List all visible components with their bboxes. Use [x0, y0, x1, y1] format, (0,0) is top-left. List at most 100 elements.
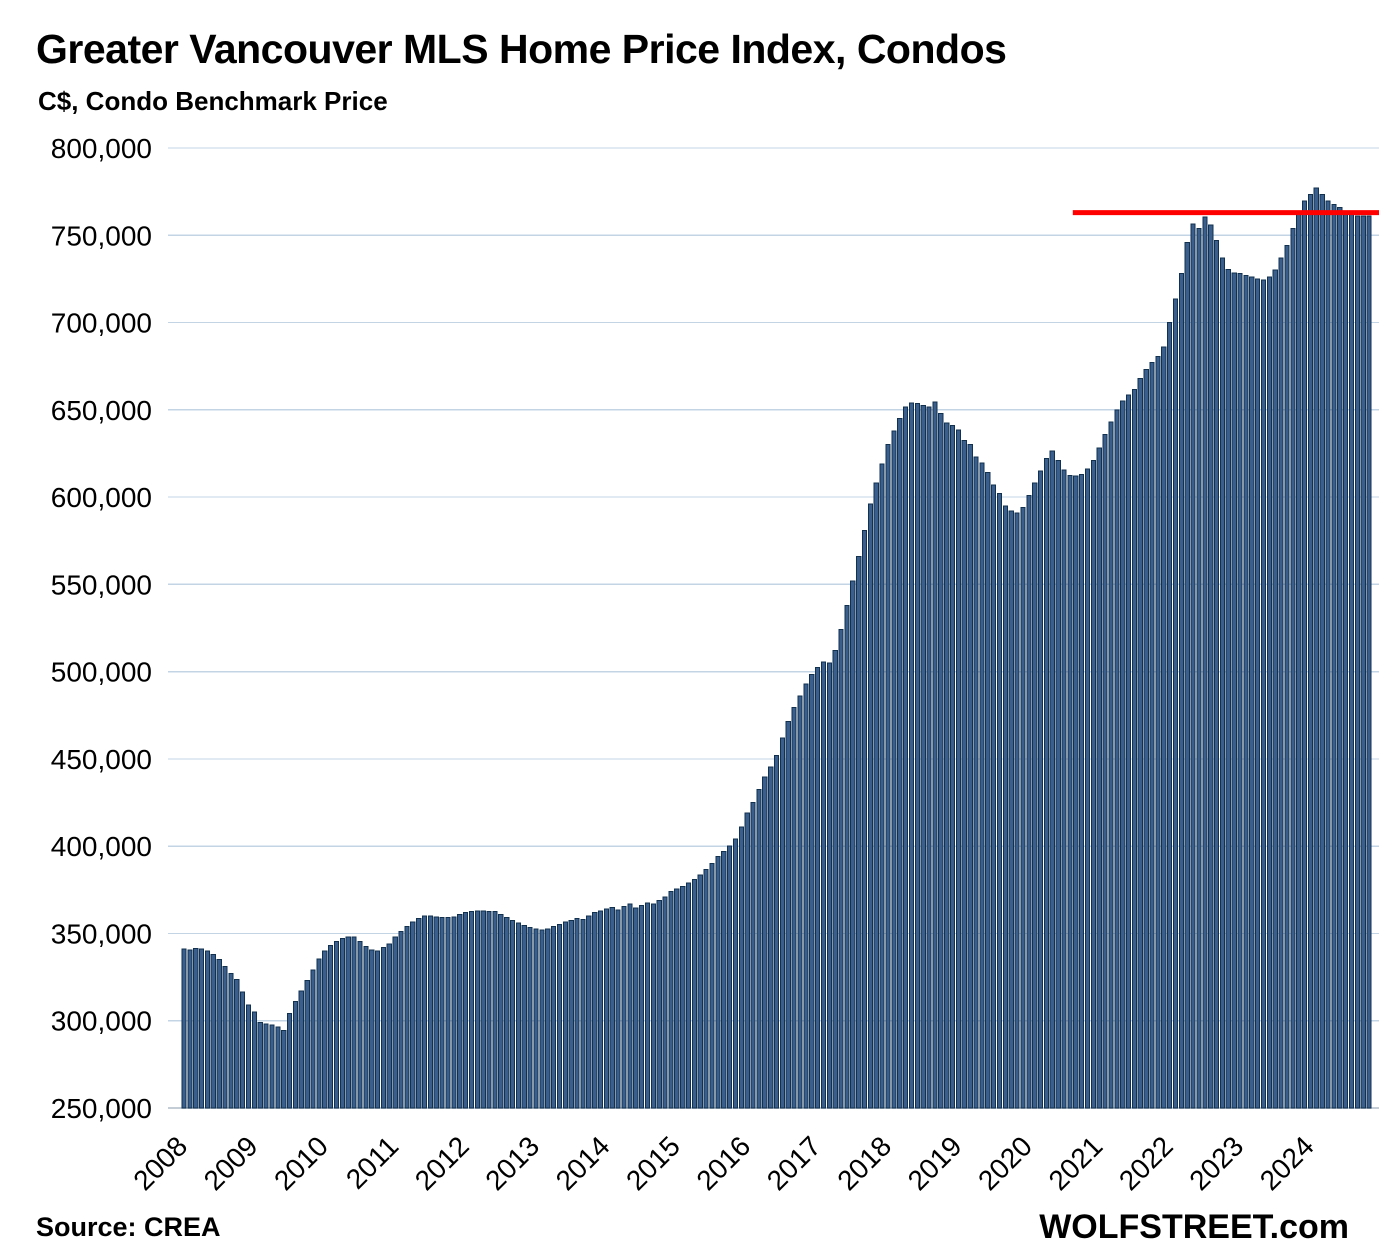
price-bar	[551, 926, 557, 1109]
price-bar	[1354, 215, 1360, 1109]
price-bar	[615, 909, 621, 1109]
price-bar	[820, 661, 827, 1109]
price-bar	[586, 915, 592, 1109]
price-bar	[750, 802, 756, 1109]
price-bar	[709, 863, 715, 1109]
price-bar	[292, 1001, 299, 1109]
price-bar	[1313, 187, 1319, 1109]
price-bar	[621, 905, 627, 1109]
x-axis-year-label: 2012	[409, 1130, 475, 1196]
price-bar	[1184, 241, 1190, 1109]
price-bar	[486, 911, 492, 1109]
price-bar	[856, 555, 862, 1109]
price-bar	[222, 966, 228, 1109]
price-bar	[1008, 510, 1014, 1109]
price-bar	[357, 940, 363, 1109]
price-bar	[199, 948, 205, 1109]
price-bar	[592, 912, 598, 1109]
price-bar	[1337, 206, 1343, 1109]
price-bar	[738, 826, 744, 1109]
price-bar	[1079, 473, 1085, 1109]
price-bar	[1278, 257, 1284, 1109]
price-bar	[386, 943, 392, 1109]
price-bar	[938, 412, 944, 1109]
price-bar	[826, 662, 832, 1109]
price-bar	[287, 1013, 293, 1109]
price-bar	[1255, 278, 1261, 1109]
price-bar	[193, 947, 199, 1109]
price-bar	[1266, 276, 1272, 1109]
price-bar	[791, 706, 797, 1109]
price-bar	[762, 776, 768, 1109]
price-bar	[867, 503, 874, 1109]
price-bar	[251, 1011, 257, 1109]
price-bar	[955, 429, 962, 1109]
price-bar	[1020, 507, 1026, 1109]
price-bar	[944, 422, 950, 1109]
price-bar	[457, 913, 463, 1109]
price-bar	[674, 888, 680, 1109]
price-bar	[768, 766, 774, 1109]
price-bar	[1108, 421, 1114, 1109]
price-bar	[181, 948, 187, 1109]
price-bar	[504, 917, 510, 1109]
price-bar	[245, 1004, 252, 1109]
price-bar	[257, 1022, 263, 1109]
price-bar	[304, 980, 310, 1109]
price-bar	[1272, 269, 1278, 1109]
price-bar	[1190, 223, 1196, 1109]
price-bar	[1260, 279, 1267, 1109]
price-bar	[1014, 512, 1020, 1109]
price-bar	[310, 969, 316, 1109]
price-bar	[727, 845, 733, 1109]
y-axis-tick-label: 700,000	[51, 308, 152, 339]
price-bar	[1231, 272, 1237, 1109]
price-bar	[468, 911, 475, 1109]
price-bar	[920, 405, 926, 1109]
price-bar	[1348, 213, 1355, 1109]
price-bar	[639, 905, 645, 1109]
price-bar	[509, 919, 516, 1109]
price-bar	[779, 737, 786, 1109]
price-bar	[240, 991, 246, 1109]
price-bar	[1102, 433, 1108, 1109]
price-bar	[603, 908, 609, 1109]
price-bar	[656, 899, 662, 1109]
x-axis-year-label: 2022	[1113, 1130, 1179, 1196]
price-bar	[850, 580, 856, 1109]
price-bar	[339, 938, 345, 1109]
price-bar	[1002, 505, 1008, 1109]
price-bar	[1096, 447, 1102, 1109]
x-axis-year-label: 2010	[268, 1130, 334, 1196]
price-bar	[527, 926, 533, 1109]
price-bar	[392, 936, 398, 1109]
price-bar	[609, 906, 615, 1109]
y-axis-tick-label: 350,000	[51, 918, 152, 949]
price-bar	[1120, 400, 1126, 1109]
price-bar	[703, 869, 709, 1109]
price-bar	[914, 403, 920, 1109]
price-bar	[480, 910, 486, 1109]
price-bar	[1331, 204, 1337, 1109]
price-bar	[891, 430, 897, 1109]
price-bar	[410, 921, 416, 1109]
x-axis-year-label: 2021	[1043, 1130, 1109, 1196]
price-bar	[333, 940, 340, 1109]
price-bar	[210, 953, 216, 1109]
price-bar	[1172, 298, 1179, 1109]
price-bar	[187, 949, 193, 1109]
y-axis-tick-label: 800,000	[51, 133, 152, 164]
price-bar	[744, 812, 750, 1109]
price-bar	[885, 444, 891, 1109]
x-axis-year-label: 2019	[902, 1130, 968, 1196]
price-bar	[967, 444, 973, 1109]
price-bar	[433, 916, 439, 1109]
price-bar	[961, 439, 967, 1109]
price-bar	[375, 950, 381, 1109]
price-bar	[949, 425, 956, 1109]
y-axis-tick-label: 400,000	[51, 831, 152, 862]
price-bar	[644, 902, 651, 1109]
price-bar	[732, 838, 739, 1109]
price-bar	[1213, 240, 1220, 1109]
